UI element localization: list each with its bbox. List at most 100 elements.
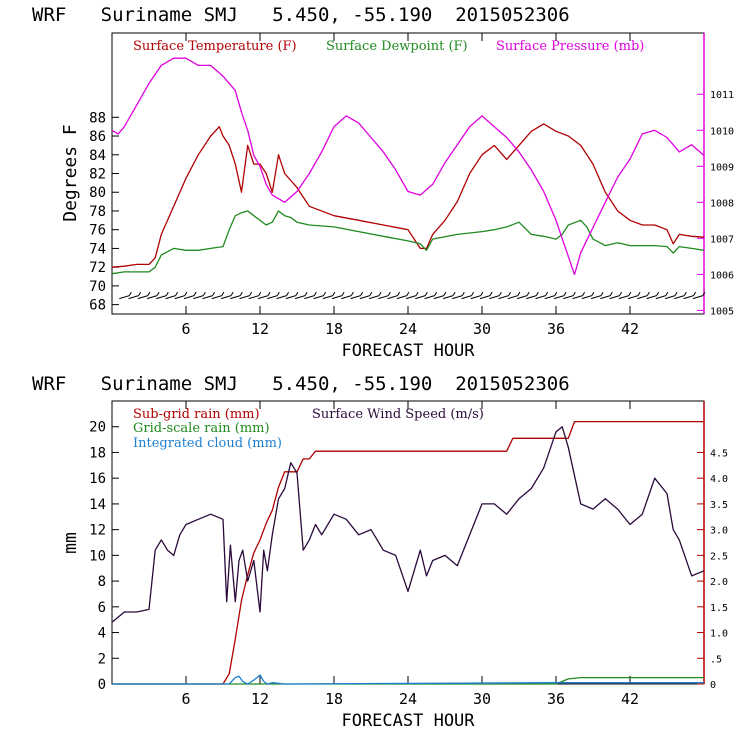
x-tick-label: 24 bbox=[399, 690, 417, 708]
wind-barb-flag bbox=[304, 291, 308, 296]
wind-barb-flag bbox=[508, 291, 512, 296]
y-tick-label: 10 bbox=[89, 548, 106, 564]
wind-barb-flag bbox=[165, 291, 169, 296]
wind-barb bbox=[507, 295, 518, 300]
wind-barb bbox=[674, 295, 685, 300]
wind-barb-flag bbox=[600, 291, 604, 296]
y-tick-label: 82 bbox=[89, 167, 106, 183]
wind-barb bbox=[627, 295, 639, 300]
wind-barb bbox=[202, 295, 213, 300]
wind-barb bbox=[655, 295, 666, 300]
sub-grid-rain-line bbox=[112, 420, 704, 685]
y2-tick-label: 1008 bbox=[710, 198, 734, 209]
bottom-series bbox=[111, 420, 705, 685]
x-tick-label: 42 bbox=[621, 320, 639, 338]
wind-barb-flag bbox=[674, 291, 678, 296]
x-tick-label: 30 bbox=[473, 320, 491, 338]
wind-barb-flag bbox=[147, 291, 151, 296]
wind-barb bbox=[257, 295, 269, 300]
x-tick-label: 12 bbox=[251, 320, 269, 338]
x-tick-label: 6 bbox=[181, 320, 190, 338]
wind-barb-flag bbox=[637, 291, 641, 296]
y-tick-label: 76 bbox=[89, 223, 106, 239]
wind-barb bbox=[276, 295, 287, 300]
y2-tick-label: 1010 bbox=[710, 126, 734, 137]
wind-barb bbox=[368, 295, 380, 300]
y2-tick-label: 1.0 bbox=[710, 629, 728, 640]
x-tick-label: 30 bbox=[473, 690, 491, 708]
wind-barb bbox=[553, 295, 565, 300]
y2-tick-label: 4.0 bbox=[710, 474, 728, 485]
wind-barb bbox=[248, 295, 259, 300]
y2-tick-label: 1011 bbox=[710, 90, 734, 101]
wind-barb-flag bbox=[545, 291, 549, 296]
wind-barb bbox=[572, 295, 583, 300]
y-tick-label: 68 bbox=[89, 298, 106, 314]
wind-barb-flag bbox=[360, 291, 364, 296]
wind-barb-flag bbox=[406, 291, 410, 296]
wind-barbs bbox=[119, 291, 706, 300]
bottom-x-axis-label: FORECAST HOUR bbox=[341, 711, 475, 731]
wind-barb bbox=[442, 295, 454, 300]
wind-barb bbox=[581, 295, 592, 300]
wind-barb bbox=[433, 295, 444, 300]
wind-barb-flag bbox=[267, 291, 271, 296]
wind-barb-flag bbox=[554, 291, 558, 296]
top-x-ticks: 6 12 18 24 30 36 42 bbox=[181, 33, 639, 338]
wind-barb-flag bbox=[563, 291, 567, 296]
wind-barb-flag bbox=[212, 291, 216, 296]
wind-barb bbox=[294, 295, 306, 300]
y-tick-label: 2 bbox=[98, 651, 106, 667]
bottom-legend-wind-speed: Surface Wind Speed (m/s) bbox=[312, 407, 484, 422]
wind-barb bbox=[267, 295, 278, 300]
x-tick-label: 42 bbox=[621, 690, 639, 708]
x-tick-label: 18 bbox=[325, 320, 343, 338]
wind-barb bbox=[341, 295, 352, 300]
wind-barb bbox=[146, 295, 158, 300]
bottom-y-ticks: 0 2 4 6 8 10 12 14 16 18 20 bbox=[89, 420, 119, 693]
bottom-chart-title: WRF Suriname SMJ 5.450, -55.190 20150523… bbox=[32, 373, 570, 395]
y2-tick-label: 2.0 bbox=[710, 577, 728, 588]
wind-barb bbox=[193, 295, 204, 300]
wind-barb bbox=[498, 295, 509, 300]
wind-barb-flag bbox=[628, 291, 632, 296]
wind-barb-flag bbox=[646, 291, 650, 296]
wind-barb bbox=[156, 295, 167, 300]
wind-barb bbox=[590, 295, 602, 300]
top-series bbox=[111, 57, 705, 276]
wind-barb bbox=[618, 295, 629, 300]
wind-barb-flag bbox=[128, 291, 132, 296]
x-tick-label: 24 bbox=[399, 320, 417, 338]
y2-tick-label: 1009 bbox=[710, 162, 734, 173]
wind-barb-flag bbox=[276, 291, 280, 296]
wind-barb bbox=[479, 295, 491, 300]
wind-barb bbox=[313, 295, 324, 300]
x-tick-label: 36 bbox=[547, 690, 565, 708]
wind-barb-flag bbox=[693, 291, 697, 296]
bottom-legend-integrated-cloud: Integrated cloud (mm) bbox=[133, 436, 282, 451]
top-plot-frame bbox=[111, 32, 705, 315]
wind-barb bbox=[405, 295, 417, 300]
y-tick-label: 0 bbox=[98, 677, 106, 693]
wind-barb bbox=[378, 295, 389, 300]
wind-barb-flag bbox=[202, 291, 206, 296]
wind-barb bbox=[128, 295, 139, 300]
wind-barb bbox=[322, 295, 333, 300]
x-tick-label: 36 bbox=[547, 320, 565, 338]
wind-barb bbox=[563, 295, 574, 300]
y2-tick-label: 1005 bbox=[710, 306, 734, 317]
wind-barb-flag bbox=[239, 291, 243, 296]
y-tick-label: 18 bbox=[89, 445, 106, 461]
wind-barb bbox=[526, 295, 537, 300]
wind-barb-flag bbox=[193, 291, 197, 296]
wind-barb bbox=[230, 295, 241, 300]
wind-barb-flag bbox=[230, 291, 234, 296]
y2-tick-label: .5 bbox=[710, 654, 722, 665]
wind-barb bbox=[692, 295, 703, 300]
wind-barb-flag bbox=[489, 291, 493, 296]
y-tick-label: 80 bbox=[89, 185, 106, 201]
top-y2-ticks: 1005 1006 1007 1008 1009 1010 1011 bbox=[697, 90, 734, 317]
wind-barb-flag bbox=[258, 291, 262, 296]
wind-barb bbox=[544, 295, 555, 300]
wind-barb-flag bbox=[295, 291, 299, 296]
